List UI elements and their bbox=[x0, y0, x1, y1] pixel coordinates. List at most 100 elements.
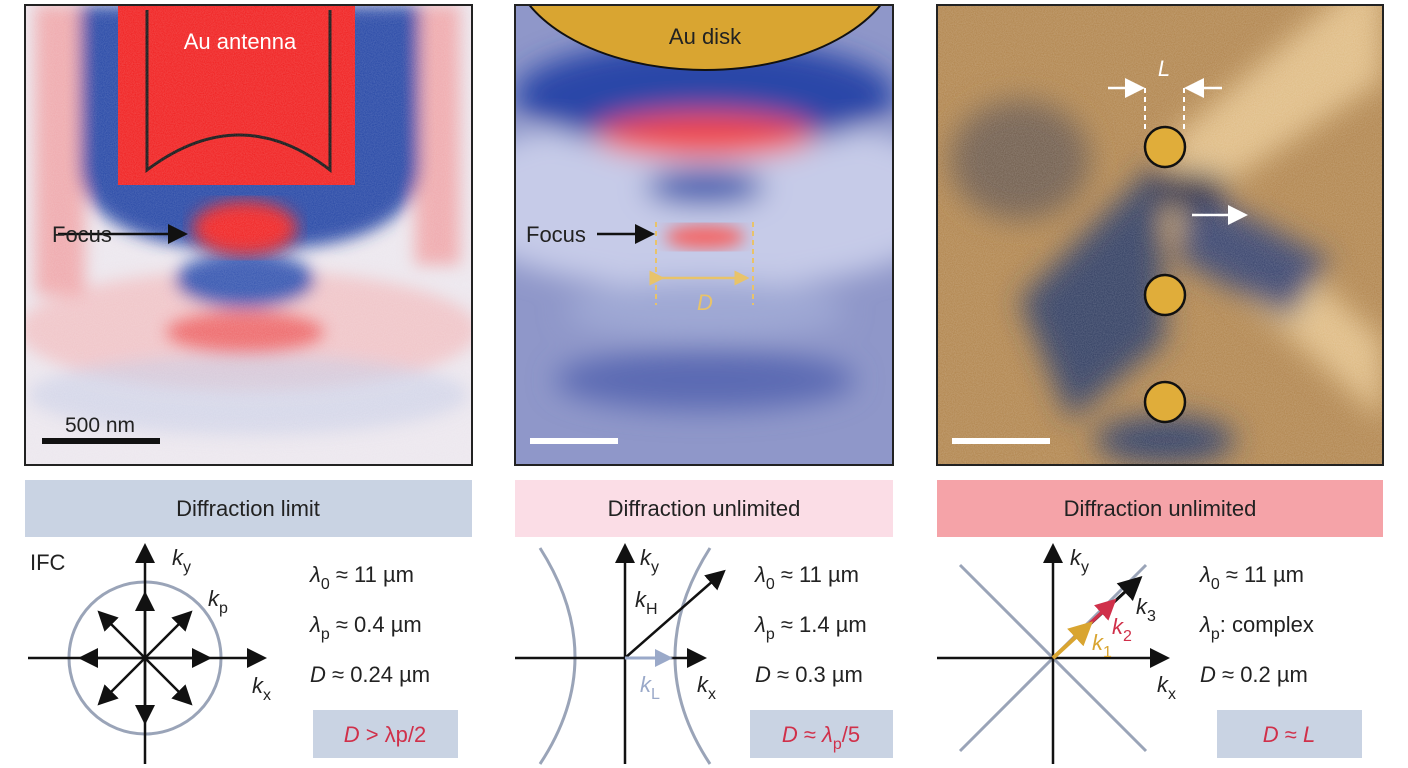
text-segment: y bbox=[651, 559, 659, 576]
equation: λ0 ≈ 11 µm bbox=[1199, 562, 1304, 593]
text-segment: H bbox=[646, 601, 658, 618]
text-segment: k bbox=[635, 587, 647, 612]
text-segment: x bbox=[1168, 686, 1176, 703]
scale-bar-label: 500 nm bbox=[65, 414, 135, 437]
text-segment: p bbox=[219, 600, 228, 617]
text-segment: λ bbox=[309, 562, 321, 587]
text-segment: D bbox=[1263, 722, 1279, 747]
wavevector-label: kL bbox=[640, 672, 660, 703]
text-segment: x bbox=[263, 687, 271, 704]
conclusion-box bbox=[313, 710, 458, 758]
wavevector-label: ky bbox=[640, 545, 659, 576]
text-segment: 3 bbox=[1147, 608, 1156, 625]
text-segment: D bbox=[344, 722, 360, 747]
conclusion-box bbox=[750, 710, 893, 758]
equation: D ≈ 0.24 µm bbox=[310, 662, 430, 687]
text-segment: y bbox=[183, 559, 191, 576]
text-segment: k bbox=[1157, 672, 1169, 697]
text-segment: L bbox=[1303, 722, 1315, 747]
wavevector-label: k2 bbox=[1112, 614, 1132, 645]
wavevector-label: kx bbox=[252, 673, 271, 704]
frame bbox=[936, 4, 1384, 466]
text-segment: p bbox=[833, 736, 842, 753]
text-segment: x bbox=[708, 686, 716, 703]
text-segment: ≈ bbox=[1279, 722, 1303, 747]
text-segment: ≈ 0.3 µm bbox=[771, 662, 863, 687]
wavevector-label: ky bbox=[172, 545, 191, 576]
text-segment: ≈ bbox=[798, 722, 822, 747]
header-bar bbox=[25, 480, 472, 537]
conclusion-box bbox=[1217, 710, 1362, 758]
frame bbox=[514, 4, 894, 466]
equation: D ≈ 0.3 µm bbox=[755, 662, 863, 687]
text-segment: ≈ 11 µm bbox=[1220, 562, 1304, 587]
conclusion: D ≈ λp/5 bbox=[782, 722, 860, 753]
text-segment: 1 bbox=[1103, 644, 1112, 661]
header-bar bbox=[937, 480, 1383, 537]
header: Diffraction unlimited bbox=[608, 496, 801, 521]
text-segment: ≈ 0.24 µm bbox=[326, 662, 430, 687]
text-segment: ≈ 0.4 µm bbox=[330, 612, 422, 637]
text-segment: ≈ 11 µm bbox=[775, 562, 859, 587]
frame bbox=[24, 4, 473, 466]
text-segment: D bbox=[755, 662, 771, 687]
text-segment: /5 bbox=[842, 722, 860, 747]
text-segment: > λp/2 bbox=[360, 722, 427, 747]
wavevector-label: k1 bbox=[1092, 630, 1112, 661]
header-bar bbox=[515, 480, 893, 537]
equation: λ0 ≈ 11 µm bbox=[754, 562, 859, 593]
text-segment: ≈ 1.4 µm bbox=[775, 612, 867, 637]
text-segment: k bbox=[1136, 594, 1148, 619]
text-segment: : complex bbox=[1220, 612, 1314, 637]
text-segment: λ bbox=[1199, 612, 1211, 637]
text-segment: p bbox=[321, 626, 330, 643]
ifc-label: IFC bbox=[30, 550, 66, 575]
text-segment: D bbox=[310, 662, 326, 687]
ifc-diagram-3 bbox=[937, 543, 1170, 764]
text-segment: λ bbox=[821, 722, 833, 747]
spacing-label: L bbox=[1158, 56, 1170, 81]
text-segment: k bbox=[252, 673, 264, 698]
text-segment: k bbox=[697, 672, 709, 697]
text-segment: D bbox=[782, 722, 798, 747]
ifc-diagram-1 bbox=[28, 543, 267, 764]
text-segment: k bbox=[640, 545, 652, 570]
wavevector-label: k3 bbox=[1136, 594, 1156, 625]
text-segment: k bbox=[1070, 545, 1082, 570]
near-field-image-1 bbox=[25, 5, 472, 465]
focus-label: Focus bbox=[526, 222, 586, 247]
equation: D ≈ 0.2 µm bbox=[1200, 662, 1308, 687]
equation: λp ≈ 0.4 µm bbox=[309, 612, 422, 643]
text-segment: 0 bbox=[766, 576, 775, 593]
text-segment: k bbox=[1112, 614, 1124, 639]
text-segment: k bbox=[208, 586, 220, 611]
text-segment: p bbox=[766, 626, 775, 643]
text-segment: λ bbox=[754, 562, 766, 587]
text-segment: λ bbox=[1199, 562, 1211, 587]
text-segment: k bbox=[1092, 630, 1104, 655]
wavevector-label: kH bbox=[635, 587, 658, 618]
text-segment: 0 bbox=[321, 576, 330, 593]
header: Diffraction limit bbox=[176, 496, 320, 521]
text-segment: λ bbox=[309, 612, 321, 637]
width-label: D bbox=[697, 290, 713, 315]
near-field-image-2 bbox=[515, 5, 893, 465]
text-segment: p bbox=[1211, 626, 1220, 643]
equation: λp ≈ 1.4 µm bbox=[754, 612, 867, 643]
near-field-image-3 bbox=[937, 5, 1383, 465]
header: Diffraction unlimited bbox=[1064, 496, 1257, 521]
wavevector-label: kp bbox=[208, 586, 228, 617]
ifc-diagram-2 bbox=[515, 543, 726, 765]
text-segment: D bbox=[1200, 662, 1216, 687]
wavevector-label: kx bbox=[1157, 672, 1176, 703]
conclusion: D > λp/2 bbox=[344, 722, 427, 747]
material-label: Au antenna bbox=[184, 29, 297, 54]
wavevector-label: ky bbox=[1070, 545, 1089, 576]
equation: λp: complex bbox=[1199, 612, 1314, 643]
text-segment: 2 bbox=[1123, 628, 1132, 645]
text-segment: y bbox=[1081, 559, 1089, 576]
text-segment: 0 bbox=[1211, 576, 1220, 593]
text-segment: ≈ 0.2 µm bbox=[1216, 662, 1308, 687]
